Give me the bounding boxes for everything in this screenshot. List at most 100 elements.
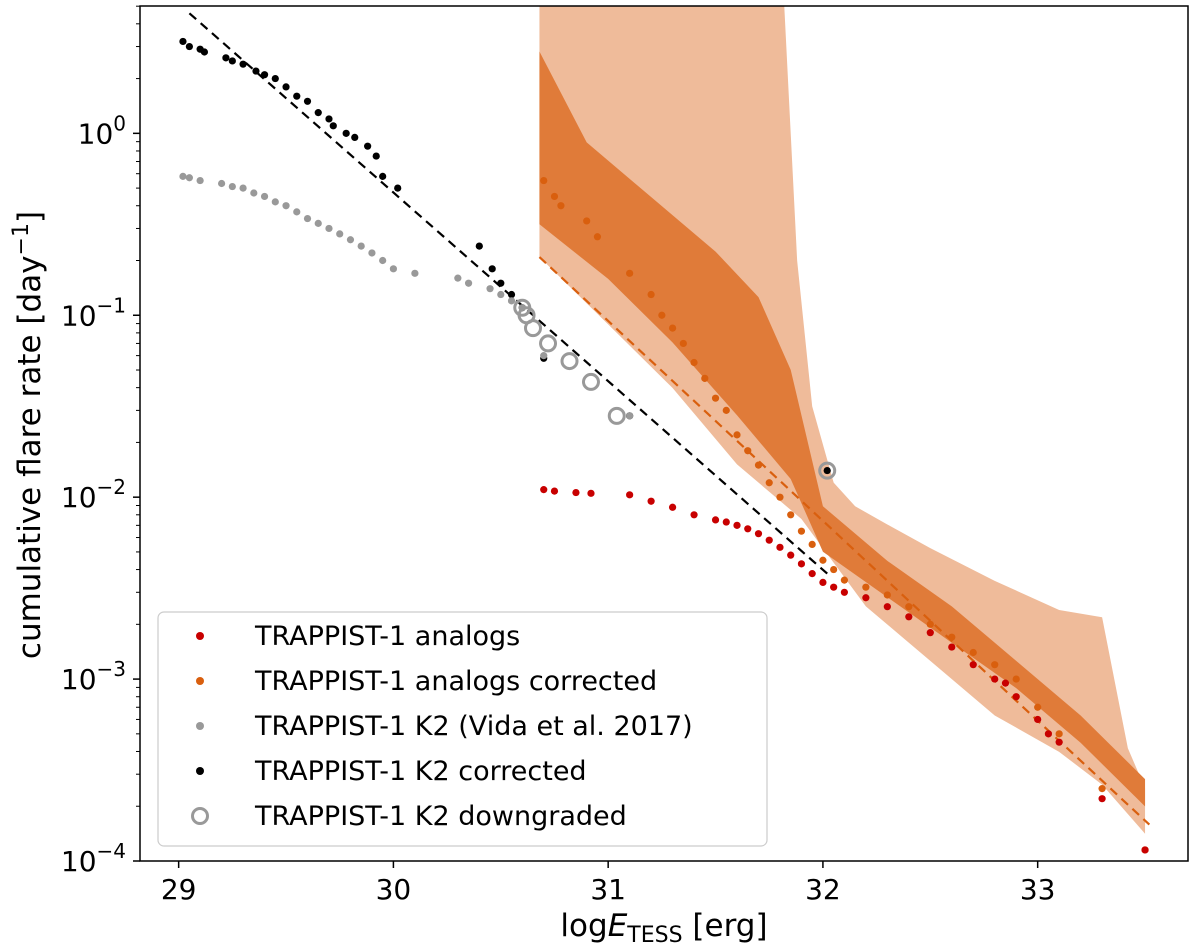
analogs-corrected-point bbox=[690, 358, 698, 367]
analogs-point bbox=[948, 643, 956, 651]
analogs-corrected-point bbox=[808, 540, 816, 549]
legend-marker bbox=[196, 767, 204, 775]
inner-uncertainty-band bbox=[539, 51, 1146, 807]
analogs-point bbox=[1044, 730, 1053, 738]
k2-vida-point bbox=[303, 214, 312, 223]
x-tick-label: 33 bbox=[1020, 873, 1056, 906]
k2-corrected-point bbox=[303, 97, 312, 105]
k2-vida-point bbox=[411, 269, 419, 277]
y-tick-label: 100 bbox=[78, 111, 126, 150]
legend-marker bbox=[196, 722, 204, 730]
k2-downgraded-point bbox=[524, 319, 542, 338]
k2-vida-point bbox=[218, 179, 226, 188]
analogs-corrected-point bbox=[679, 339, 687, 348]
analogs-point bbox=[690, 511, 698, 519]
analogs-point bbox=[776, 543, 784, 551]
analogs-corrected-point bbox=[668, 324, 677, 332]
k2-vida-point bbox=[346, 236, 355, 244]
k2-corrected-point bbox=[372, 152, 380, 160]
analogs-point bbox=[926, 629, 934, 637]
analogs-corrected-point bbox=[926, 620, 934, 628]
k2-vida-point bbox=[293, 208, 301, 216]
analogs-corrected-point bbox=[883, 591, 891, 599]
analogs-point bbox=[840, 588, 848, 596]
k2-corrected-point bbox=[364, 142, 372, 150]
y-tick-label: 10−4 bbox=[61, 839, 126, 878]
y-tick-label: 10−2 bbox=[61, 475, 126, 514]
analogs-point bbox=[808, 570, 816, 578]
analogs-point bbox=[830, 583, 838, 591]
analogs-point bbox=[1012, 693, 1020, 701]
k2-corrected-point bbox=[185, 42, 193, 51]
analogs-point bbox=[787, 551, 795, 559]
analogs-point bbox=[587, 489, 595, 497]
analogs-corrected-point bbox=[1098, 785, 1106, 793]
legend-label: TRAPPIST-1 analogs bbox=[254, 621, 520, 652]
analogs-corrected-point bbox=[583, 217, 591, 225]
analogs-point bbox=[754, 530, 763, 538]
analogs-point bbox=[647, 497, 655, 505]
analogs-fit-line bbox=[538, 256, 1151, 826]
legend-label: TRAPPIST-1 K2 downgraded bbox=[254, 801, 627, 832]
k2-corrected-point bbox=[351, 133, 359, 141]
analogs-corrected-point bbox=[711, 394, 720, 402]
analogs-corrected-point bbox=[550, 192, 559, 201]
k2-downgraded-point bbox=[607, 406, 626, 425]
analogs-point bbox=[1034, 715, 1042, 724]
k2-corrected-point bbox=[239, 60, 247, 68]
k2-vida-point bbox=[336, 230, 344, 238]
k2-vida-point bbox=[379, 256, 387, 265]
analogs-corrected-point bbox=[722, 406, 730, 414]
k2-vida-point bbox=[464, 279, 473, 287]
legend-marker bbox=[191, 807, 209, 825]
analogs-point bbox=[765, 536, 773, 544]
analogs-point bbox=[969, 661, 977, 669]
analogs-corrected-point bbox=[862, 583, 870, 591]
analogs-corrected-point bbox=[744, 447, 752, 455]
legend-marker bbox=[196, 632, 204, 640]
k2-vida-point bbox=[626, 412, 634, 420]
x-tick-label: 31 bbox=[590, 873, 626, 906]
k2-downgraded-point bbox=[560, 352, 579, 371]
k2-corrected-point bbox=[260, 71, 269, 79]
analogs-point bbox=[905, 613, 913, 621]
analogs-corrected-point bbox=[754, 461, 763, 469]
analogs-point bbox=[797, 560, 806, 568]
y-axis-ticks: 100 10−1 10−2 10−3 10−4 bbox=[61, 5, 140, 878]
analogs-corrected-point bbox=[658, 311, 666, 319]
analogs-corrected-point bbox=[969, 648, 977, 657]
analogs-point bbox=[668, 503, 677, 511]
highlight-ring bbox=[818, 461, 837, 480]
k2-downgraded-point bbox=[581, 372, 600, 391]
k2-corrected-point bbox=[394, 184, 402, 192]
k2-corrected-point bbox=[314, 109, 322, 117]
analogs-point bbox=[711, 516, 720, 524]
k2-vida-point bbox=[497, 290, 505, 299]
k2-vida-point bbox=[540, 352, 548, 360]
analogs-corrected-point bbox=[557, 202, 565, 210]
analogs-point bbox=[722, 518, 730, 526]
analogs-corrected-point bbox=[1012, 675, 1020, 683]
analogs-point bbox=[819, 578, 827, 587]
k2-corrected-point bbox=[497, 279, 505, 287]
k2-vida-point bbox=[282, 202, 290, 210]
k2-corrected-point bbox=[228, 57, 236, 65]
k2-corrected-point bbox=[293, 92, 301, 100]
analogs-corrected-point bbox=[840, 576, 848, 584]
analogs-point bbox=[733, 521, 741, 529]
k2-corrected-point bbox=[507, 290, 516, 299]
k2-corrected-point bbox=[488, 265, 496, 273]
analogs-corrected-point bbox=[765, 479, 773, 487]
analogs-corrected-point bbox=[948, 633, 956, 641]
y-tick-label: 10−1 bbox=[61, 293, 126, 332]
analogs-corrected-point bbox=[626, 269, 634, 277]
analogs-corrected-point bbox=[991, 661, 999, 669]
analogs-point bbox=[1055, 738, 1063, 746]
k2-vida-point bbox=[486, 285, 494, 293]
outer-uncertainty-band bbox=[539, 6, 1146, 834]
analogs-point bbox=[550, 487, 559, 495]
k2-corrected-point bbox=[475, 242, 483, 250]
k2-vida-point bbox=[271, 198, 279, 206]
analogs-corrected-point bbox=[701, 374, 709, 382]
k2-vida-point bbox=[357, 242, 365, 250]
